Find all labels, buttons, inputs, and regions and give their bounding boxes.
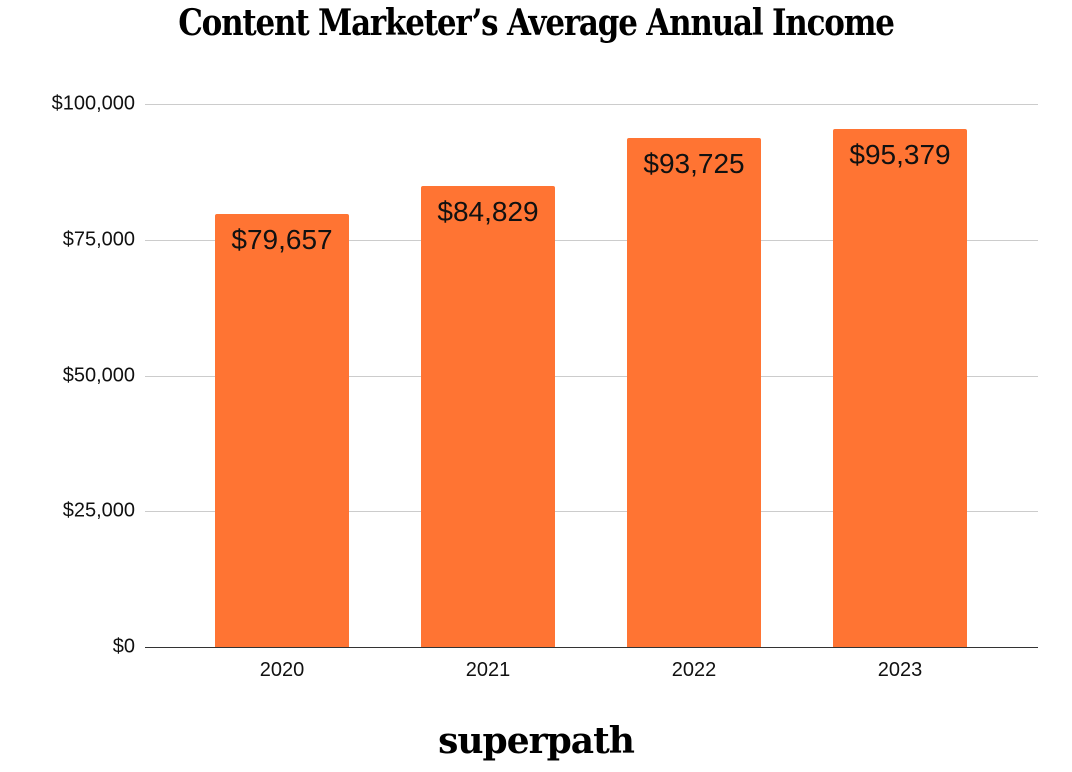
- x-axis-tick-label: 2023: [877, 659, 923, 681]
- bar-2023: $95,379: [833, 129, 967, 647]
- bar-value-label: $93,725: [643, 148, 745, 180]
- bar-2021: $84,829: [421, 186, 555, 647]
- x-axis-tick-label: 2020: [259, 659, 305, 681]
- bar-value-label: $95,379: [849, 139, 951, 171]
- y-axis-tick-label: $100,000: [51, 92, 135, 115]
- gridline: [145, 511, 1038, 513]
- gridline: [145, 239, 1038, 241]
- gridline: [145, 375, 1038, 377]
- chart-title: Content Marketer’s Average Annual Income: [178, 2, 895, 44]
- x-axis-line: [145, 647, 1038, 648]
- y-axis-tick-label: $75,000: [62, 228, 135, 251]
- y-axis-tick-label: $50,000: [62, 364, 135, 386]
- bar-value-label: $79,657: [231, 224, 333, 256]
- y-axis-tick-label: $0: [112, 635, 135, 658]
- plot-area: $0 $25,000 $50,000 $75,000 $100,000 $79,657 20…: [52, 93, 1038, 681]
- x-axis-tick-label: 2021: [465, 659, 511, 681]
- bar-2022: $93,725: [627, 138, 761, 647]
- bar-2020: $79,657: [215, 214, 349, 647]
- brand-logo-text: superpath: [438, 720, 635, 762]
- x-axis-tick-label: 2022: [671, 659, 717, 681]
- bar-value-label: $84,829: [437, 196, 539, 228]
- gridline: [145, 104, 1038, 105]
- y-axis-tick-label: $25,000: [62, 499, 135, 522]
